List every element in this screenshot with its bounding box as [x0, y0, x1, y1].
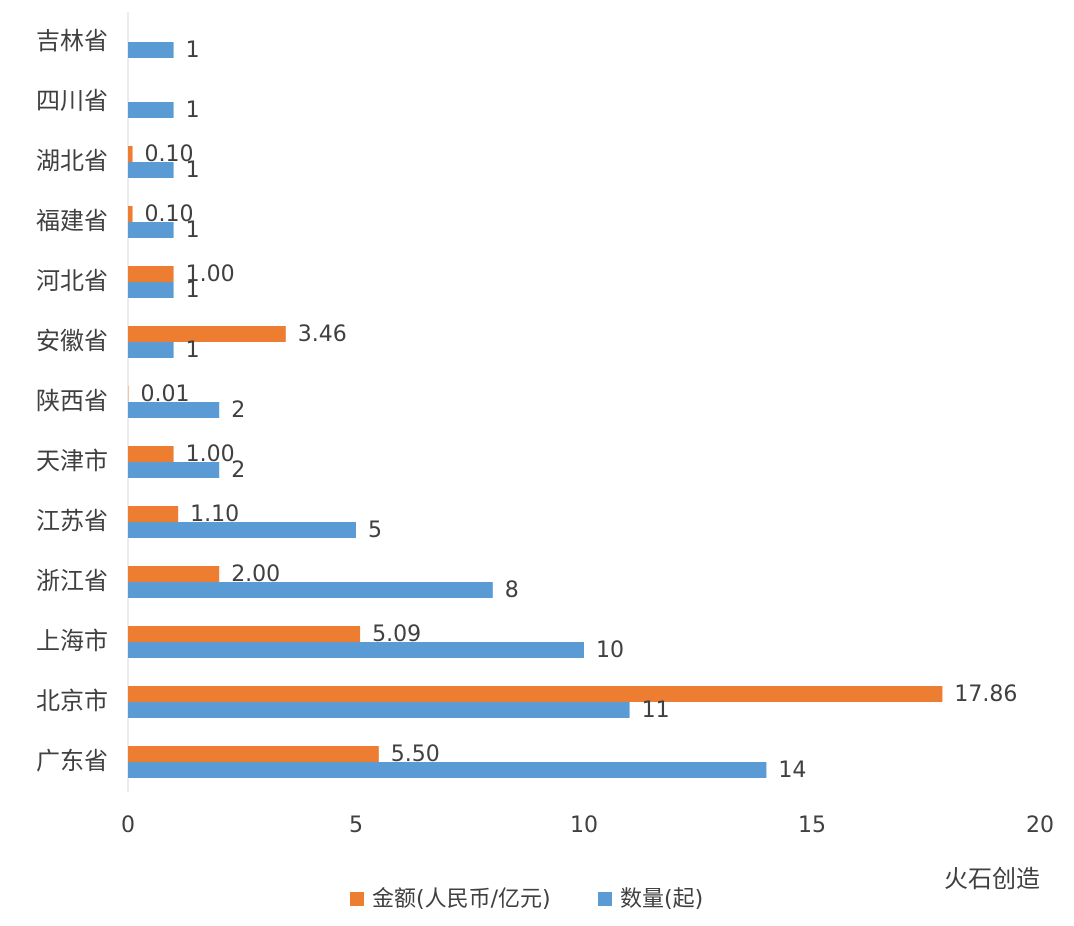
- legend-label: 数量(起): [620, 887, 703, 912]
- y-tick-label: 福建省: [36, 207, 108, 235]
- bar: [128, 746, 379, 762]
- bar: [128, 342, 174, 358]
- bar: [128, 506, 179, 522]
- bar: [128, 266, 174, 282]
- y-tick-label: 天津市: [36, 447, 108, 475]
- y-tick-label: 浙江省: [36, 567, 108, 595]
- y-tick-label: 江苏省: [36, 507, 108, 535]
- value-label: 2: [231, 398, 245, 423]
- bar: [128, 146, 133, 162]
- value-label: 1: [186, 98, 200, 123]
- y-tick-label: 河北省: [36, 267, 108, 295]
- bar: [128, 522, 356, 538]
- y-tick-label: 吉林省: [36, 27, 108, 55]
- y-tick-label: 安徽省: [36, 327, 108, 355]
- bar: [128, 282, 174, 298]
- value-label: 3.46: [298, 322, 347, 347]
- value-label: 14: [778, 758, 806, 783]
- value-label: 11: [642, 698, 670, 723]
- y-tick-label: 上海市: [36, 627, 108, 655]
- bar: [128, 626, 361, 642]
- watermark: 火石创造: [944, 865, 1040, 893]
- bar: [128, 702, 630, 718]
- bar: [128, 686, 943, 702]
- bar: [128, 42, 174, 58]
- x-tick-label: 0: [121, 813, 135, 838]
- value-label: 10: [596, 638, 624, 663]
- legend-label: 金额(人民币/亿元): [372, 887, 551, 912]
- value-label: 8: [505, 578, 519, 603]
- bar: [128, 762, 767, 778]
- bar: [128, 102, 174, 118]
- y-tick-label: 北京市: [36, 687, 108, 715]
- value-label: 1: [186, 278, 200, 303]
- bar: [128, 206, 133, 222]
- bar: [128, 222, 174, 238]
- y-tick-label: 陕西省: [36, 387, 108, 415]
- bar: [128, 326, 286, 342]
- x-tick-label: 20: [1026, 813, 1054, 838]
- bar: [128, 462, 220, 478]
- legend-swatch: [350, 892, 364, 906]
- value-label: 1: [186, 158, 200, 183]
- value-label: 1: [186, 338, 200, 363]
- value-label: 2: [231, 458, 245, 483]
- bar: [128, 642, 584, 658]
- x-tick-label: 15: [798, 813, 826, 838]
- y-tick-label: 广东省: [36, 747, 108, 775]
- bar: [128, 446, 174, 462]
- legend-swatch: [598, 892, 612, 906]
- bar: [128, 162, 174, 178]
- value-label: 17.86: [954, 682, 1017, 707]
- x-tick-label: 10: [570, 813, 598, 838]
- value-label: 1.00: [186, 262, 235, 287]
- value-label: 1: [186, 38, 200, 63]
- bar: [128, 402, 220, 418]
- bar: [128, 582, 493, 598]
- x-tick-label: 5: [349, 813, 363, 838]
- value-label: 5: [368, 518, 382, 543]
- y-tick-label: 四川省: [36, 87, 108, 115]
- bar: [128, 566, 220, 582]
- value-label: 1: [186, 218, 200, 243]
- y-tick-label: 湖北省: [36, 147, 108, 175]
